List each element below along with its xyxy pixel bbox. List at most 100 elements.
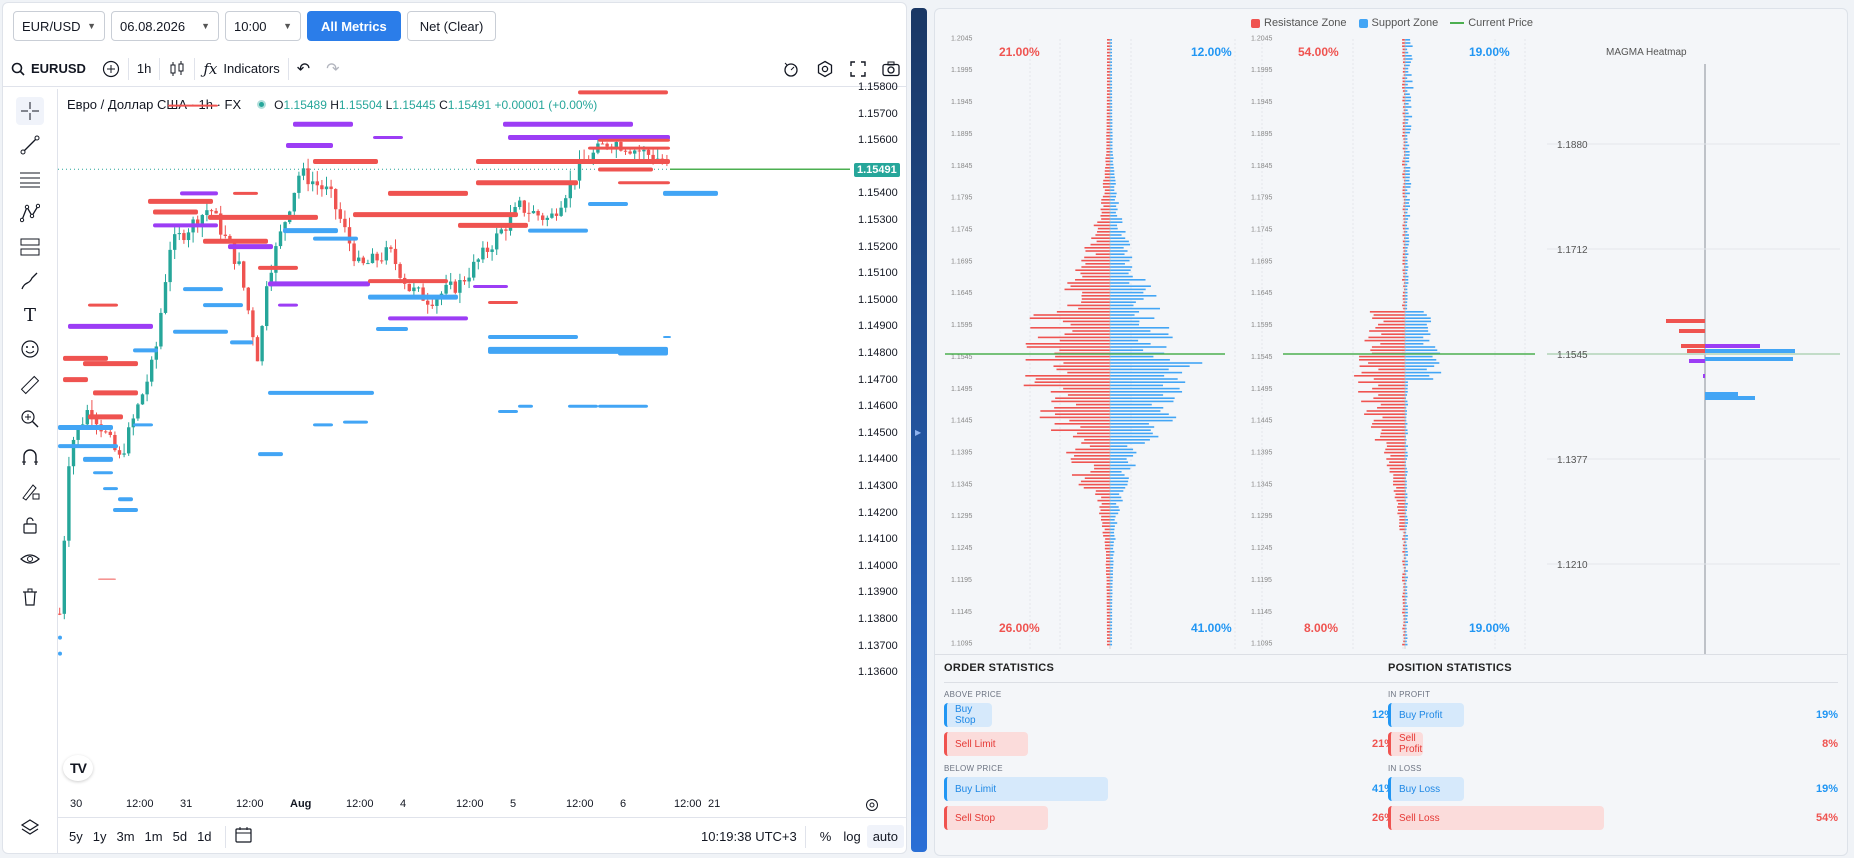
resistance-profile-bar — [1403, 307, 1405, 310]
candle-body — [209, 210, 214, 212]
resistance-profile-bar — [1372, 317, 1405, 319]
text-icon: T — [23, 304, 36, 326]
time-axis-label: 12:00 — [566, 798, 594, 810]
resistance-profile-bar — [1403, 144, 1405, 147]
hide-tool[interactable] — [16, 545, 44, 573]
support-profile-bar — [1110, 631, 1113, 633]
stat-row[interactable]: Buy Loss 19% — [1388, 776, 1838, 802]
price-chart[interactable] — [58, 87, 850, 817]
date-select[interactable]: 06.08.2026 ▼ — [111, 11, 219, 41]
support-profile-bar — [1110, 135, 1113, 137]
range-button-5y[interactable]: 5y — [69, 829, 83, 844]
time-axis[interactable]: 30 12:00 31 12:00 Aug 12:00 4 12:00 5 12:00 6 12:00… — [58, 798, 850, 816]
forecast-tool[interactable] — [16, 233, 44, 261]
fib-tool[interactable] — [16, 165, 44, 193]
range-button-5d[interactable]: 5d — [172, 829, 188, 844]
chart-type-button[interactable] — [160, 51, 194, 87]
remove-tool[interactable] — [16, 583, 44, 611]
resistance-profile-bar — [1402, 195, 1405, 198]
log-toggle[interactable]: log — [843, 829, 861, 844]
stat-row[interactable]: Buy Profit 19% — [1388, 702, 1838, 728]
object-tree-tool[interactable] — [16, 813, 44, 841]
support-profile-bar — [1110, 259, 1130, 262]
support-profile-bar — [1110, 397, 1175, 399]
support-profile-bar — [1110, 215, 1118, 217]
measure-tool[interactable] — [16, 371, 44, 399]
undo-button[interactable]: ↶ — [289, 51, 318, 87]
axis-settings-button[interactable] — [865, 798, 879, 815]
range-button-1y[interactable]: 1y — [92, 829, 107, 844]
panel-splitter[interactable]: ▶ — [911, 8, 927, 852]
crosshair-tool[interactable] — [16, 97, 44, 125]
fullscreen-button[interactable] — [842, 51, 874, 87]
all-metrics-button[interactable]: All Metrics — [307, 11, 401, 41]
support-profile-bar — [1110, 106, 1113, 108]
legend-resistance[interactable]: Resistance Zone — [1251, 17, 1347, 29]
stat-row[interactable]: Buy Stop 12% — [944, 702, 1394, 728]
resistance-profile-bar — [1403, 167, 1405, 169]
redo-button[interactable]: ↷ — [318, 51, 347, 87]
support-profile-bar — [1405, 445, 1408, 447]
support-profile-bar — [1110, 189, 1115, 191]
resistance-profile-bar — [1403, 531, 1405, 534]
resistance-profile-bar — [1064, 288, 1110, 291]
support-profile-bar — [1405, 288, 1408, 291]
alert-button[interactable] — [774, 51, 808, 87]
price-axis[interactable]: 1.15800 1.15700 1.15600 1.15491 1.15400 1.153… — [850, 81, 906, 817]
support-profile-bar — [1110, 71, 1113, 73]
legend-current-price[interactable]: Current Price — [1450, 17, 1533, 29]
text-tool[interactable]: T — [16, 301, 44, 329]
lock-drawing-tool[interactable] — [16, 477, 44, 505]
resistance-profile-bar — [1402, 573, 1405, 575]
stat-row[interactable]: Buy Limit 41% — [944, 776, 1394, 802]
support-profile-bar — [1110, 301, 1136, 303]
stat-row[interactable]: Sell Profit 8% — [1388, 731, 1838, 757]
lock-all-tool[interactable] — [16, 511, 44, 539]
zoom-tool[interactable] — [16, 405, 44, 433]
net-clear-button[interactable]: Net (Clear) — [406, 11, 497, 41]
emoji-tool[interactable] — [16, 335, 44, 363]
support-profile-bar — [1110, 439, 1150, 441]
time-select[interactable]: 10:00 ▼ — [225, 11, 301, 41]
support-profile-bar — [1110, 637, 1113, 639]
pattern-tool[interactable] — [16, 199, 44, 227]
stat-row[interactable]: Sell Limit 21% — [944, 731, 1394, 757]
resistance-profile-bar — [1402, 48, 1405, 51]
resistance-profile-bar — [1106, 58, 1110, 60]
resistance-profile-bar — [1067, 282, 1110, 284]
stat-row[interactable]: Sell Loss 54% — [1388, 805, 1838, 831]
resistance-profile-bar — [1402, 83, 1405, 86]
support-profile-bar — [1405, 474, 1408, 476]
brush-tool[interactable] — [16, 267, 44, 295]
percent-toggle[interactable]: % — [819, 829, 832, 844]
indicators-button[interactable]: ƒx Indicators — [195, 51, 287, 87]
magnet-tool[interactable] — [16, 443, 44, 471]
resistance-profile-bar — [1101, 515, 1110, 518]
symbol-select[interactable]: EUR/USD ▼ — [13, 11, 105, 41]
legend-support[interactable]: Support Zone — [1358, 17, 1438, 29]
resistance-profile-bar — [1402, 55, 1405, 57]
resistance-profile-bar — [1403, 218, 1405, 220]
range-button-1d[interactable]: 1d — [197, 829, 212, 844]
interval-button[interactable]: 1h — [129, 51, 159, 87]
range-button-1m[interactable]: 1m — [144, 829, 163, 844]
range-button-3m[interactable]: 3m — [116, 829, 135, 844]
resistance-profile-bar — [1396, 487, 1405, 489]
resistance-zone-bar — [93, 390, 138, 396]
resistance-zone-bar — [88, 303, 118, 307]
resistance-profile-bar — [1386, 464, 1405, 467]
auto-toggle[interactable]: auto — [866, 825, 904, 848]
resistance-profile-bar — [1403, 250, 1405, 252]
resistance-profile-bar — [1097, 231, 1110, 233]
resistance-profile-bar — [1030, 327, 1110, 329]
resistance-profile-bar — [1106, 83, 1110, 86]
symbol-search[interactable]: EURUSD — [3, 51, 94, 87]
settings-button[interactable] — [808, 51, 842, 87]
screenshot-button[interactable] — [874, 51, 906, 87]
compare-button[interactable] — [94, 51, 128, 87]
support-profile-bar — [1405, 106, 1412, 108]
stat-row[interactable]: Sell Stop 26% — [944, 805, 1394, 831]
goto-date-button[interactable] — [234, 826, 254, 847]
trendline-tool[interactable] — [16, 131, 44, 159]
support-profile-bar — [1405, 311, 1424, 313]
